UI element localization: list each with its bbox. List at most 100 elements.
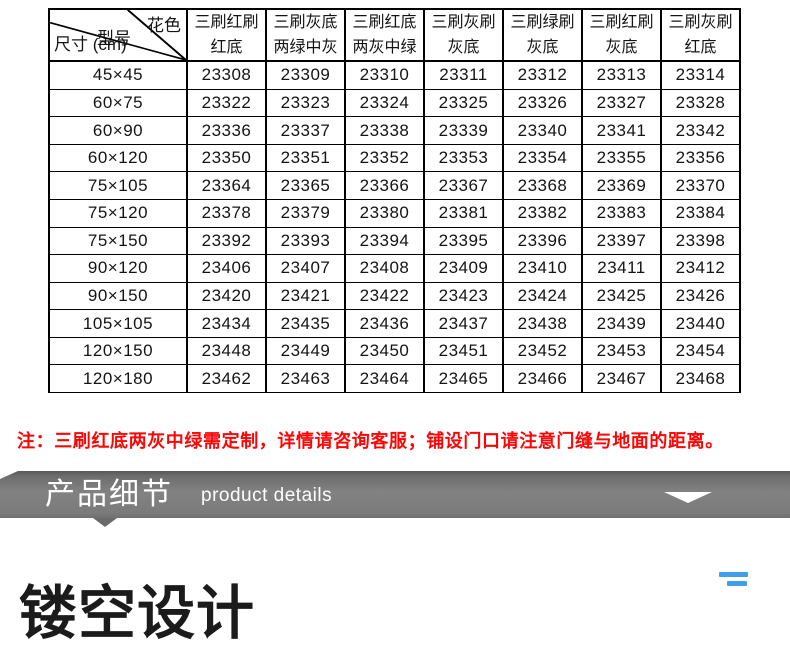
size-cell: 105×105 — [48, 309, 188, 338]
code-cell: 23452 — [502, 336, 583, 366]
size-cell: 60×75 — [48, 88, 188, 118]
code-cell: 23379 — [265, 198, 346, 228]
code-cell: 23365 — [265, 171, 346, 200]
code-cell: 23314 — [660, 60, 741, 90]
code-cell: 23394 — [344, 226, 425, 256]
code-cell: 23409 — [423, 254, 504, 283]
pattern-column-header: 三刷灰底 两绿中灰 — [265, 8, 346, 62]
code-cell: 23406 — [186, 254, 267, 283]
table-row: 75×150 23392 23393 23394 23395 23396 23397 2339… — [48, 226, 741, 256]
section-banner-product-details: 产品细节 product details — [0, 471, 790, 527]
table-row: 90×150 23420 23421 23422 23423 23424 23425 2342… — [48, 281, 741, 311]
code-cell: 23425 — [581, 281, 662, 311]
table-row: 75×120 23378 23379 23380 23381 23382 23383 2338… — [48, 198, 741, 228]
size-cell: 75×105 — [48, 171, 188, 200]
code-cell: 23397 — [581, 226, 662, 256]
banner-corner-wedge — [0, 471, 18, 479]
code-cell: 23453 — [581, 336, 662, 366]
table-row: 120×150 23448 23449 23450 23451 23452 23453 234… — [48, 336, 741, 366]
code-cell: 23350 — [186, 143, 267, 173]
code-cell: 23323 — [265, 88, 346, 118]
code-cell: 23411 — [581, 254, 662, 283]
code-cell: 23448 — [186, 336, 267, 366]
code-cell: 23364 — [186, 171, 267, 200]
code-cell: 23352 — [344, 143, 425, 173]
table-row: 75×105 23364 23365 23366 23367 23368 23369 2337… — [48, 171, 741, 200]
code-cell: 23393 — [265, 226, 346, 256]
code-cell: 23462 — [186, 364, 267, 393]
code-cell: 23326 — [502, 88, 583, 118]
marker-bar-top — [719, 572, 748, 577]
code-cell: 23351 — [265, 143, 346, 173]
size-cell: 90×150 — [48, 281, 188, 311]
code-cell: 23340 — [502, 116, 583, 145]
code-cell: 23426 — [660, 281, 741, 311]
code-cell: 23434 — [186, 309, 267, 338]
spec-table: 花色 型号 尺寸 (cm) 三刷红刷 红底 三刷灰底 两绿中灰 三刷红底 两灰中绿 三刷灰刷… — [48, 8, 741, 393]
table-row: 90×120 23406 23407 23408 23409 23410 23411 2341… — [48, 254, 741, 283]
pattern-column-header: 三刷红刷 灰底 — [581, 8, 662, 62]
pattern-column-header: 三刷红刷 红底 — [186, 8, 267, 62]
table-row: 120×180 23462 23463 23464 23465 23466 23467 234… — [48, 364, 741, 393]
table-header-row: 花色 型号 尺寸 (cm) 三刷红刷 红底 三刷灰底 两绿中灰 三刷红底 两灰中绿 三刷灰刷… — [48, 8, 741, 62]
code-cell: 23392 — [186, 226, 267, 256]
code-cell: 23309 — [265, 60, 346, 90]
code-cell: 23354 — [502, 143, 583, 173]
code-cell: 23366 — [344, 171, 425, 200]
code-cell: 23384 — [660, 198, 741, 228]
code-cell: 23308 — [186, 60, 267, 90]
code-cell: 23410 — [502, 254, 583, 283]
code-cell: 23395 — [423, 226, 504, 256]
size-cell: 75×120 — [48, 198, 188, 228]
code-cell: 23369 — [581, 171, 662, 200]
code-cell: 23407 — [265, 254, 346, 283]
chevron-down-icon — [664, 492, 712, 503]
code-cell: 23381 — [423, 198, 504, 228]
size-cell: 45×45 — [48, 60, 188, 90]
code-cell: 23435 — [265, 309, 346, 338]
corner-label-size: 尺寸 (cm) — [54, 35, 127, 54]
code-cell: 23383 — [581, 198, 662, 228]
code-cell: 23338 — [344, 116, 425, 145]
code-cell: 23398 — [660, 226, 741, 256]
code-cell: 23324 — [344, 88, 425, 118]
table-row: 105×105 23434 23435 23436 23437 23438 23439 234… — [48, 309, 741, 338]
code-cell: 23423 — [423, 281, 504, 311]
code-cell: 23310 — [344, 60, 425, 90]
corner-label-model: 型号 — [97, 29, 131, 48]
code-cell: 23439 — [581, 309, 662, 338]
pattern-column-header: 三刷红底 两灰中绿 — [344, 8, 425, 62]
code-cell: 23312 — [502, 60, 583, 90]
code-cell: 23454 — [660, 336, 741, 366]
table-row: 60×75 23322 23323 23324 23325 23326 23327 23328 — [48, 88, 741, 118]
code-cell: 23451 — [423, 336, 504, 366]
detail-section-heading: 镂空设计 — [19, 581, 256, 646]
banner-title-en: product details — [201, 485, 333, 506]
code-cell: 23342 — [660, 116, 741, 145]
code-cell: 23328 — [660, 88, 741, 118]
corner-label-pattern: 花色 — [147, 16, 181, 35]
code-cell: 23438 — [502, 309, 583, 338]
code-cell: 23467 — [581, 364, 662, 393]
diagonal-divider-lines — [50, 10, 186, 60]
code-cell: 23465 — [423, 364, 504, 393]
code-cell: 23370 — [660, 171, 741, 200]
code-cell: 23367 — [423, 171, 504, 200]
code-cell: 23436 — [344, 309, 425, 338]
code-cell: 23327 — [581, 88, 662, 118]
table-row: 60×120 23350 23351 23352 23353 23354 23355 2335… — [48, 143, 741, 173]
code-cell: 23355 — [581, 143, 662, 173]
code-cell: 23424 — [502, 281, 583, 311]
code-cell: 23382 — [502, 198, 583, 228]
banner-title-cn: 产品细节 — [45, 478, 173, 511]
code-cell: 23437 — [423, 309, 504, 338]
pattern-column-header: 三刷灰刷 灰底 — [423, 8, 504, 62]
pattern-column-header: 三刷绿刷 灰底 — [502, 8, 583, 62]
code-cell: 23322 — [186, 88, 267, 118]
code-cell: 23408 — [344, 254, 425, 283]
code-cell: 23440 — [660, 309, 741, 338]
code-cell: 23449 — [265, 336, 346, 366]
code-cell: 23412 — [660, 254, 741, 283]
size-cell: 60×90 — [48, 116, 188, 145]
